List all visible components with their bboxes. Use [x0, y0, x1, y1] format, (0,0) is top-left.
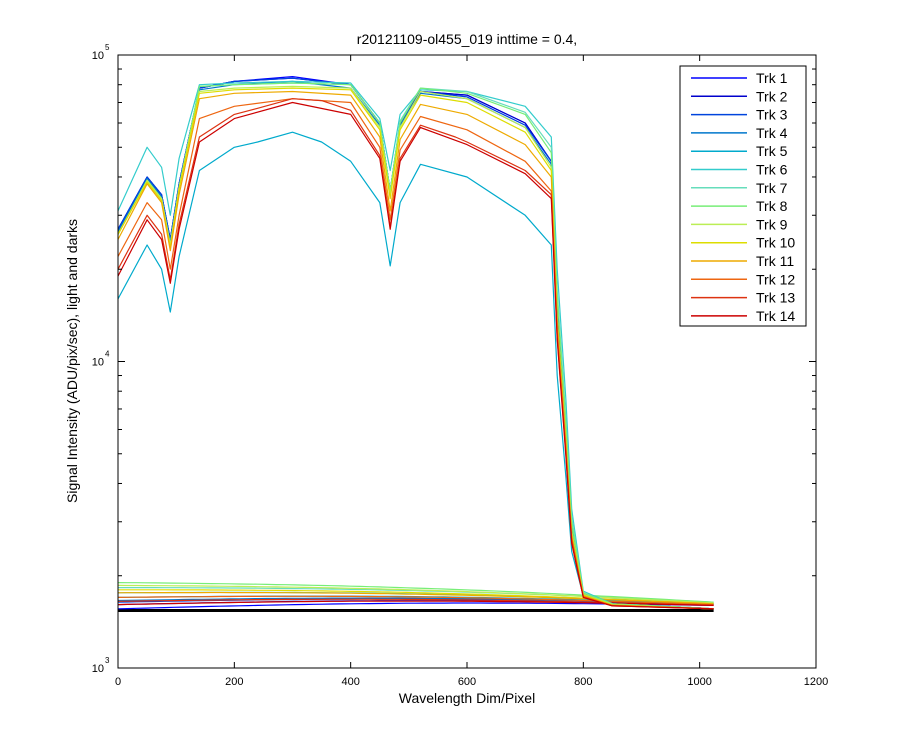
- legend-label-10: Trk 10: [756, 235, 795, 251]
- x-tick-label: 1200: [804, 676, 828, 688]
- legend-label-8: Trk 8: [756, 198, 788, 214]
- x-tick-label: 600: [458, 676, 476, 688]
- legend-label-14: Trk 14: [756, 308, 795, 324]
- x-tick-label: 400: [341, 676, 359, 688]
- y-axis-label: Signal Intensity (ADU/pix/sec), light an…: [64, 219, 80, 503]
- legend-label-2: Trk 2: [756, 88, 788, 104]
- y-tick-label-base: 10: [92, 663, 104, 675]
- x-tick-label: 1000: [687, 676, 711, 688]
- legend-label-6: Trk 6: [756, 162, 788, 178]
- legend-label-13: Trk 13: [756, 290, 795, 306]
- series-dark-line-8: [117, 582, 714, 603]
- chart-title: r20121109-ol455_019 inttime = 0.4,: [357, 31, 577, 47]
- legend-label-1: Trk 1: [756, 70, 788, 86]
- legend-label-9: Trk 9: [756, 216, 788, 232]
- y-tick-label-exponent: 4: [105, 350, 110, 359]
- series-dark-line-12: [117, 595, 714, 606]
- x-axis-label: Wavelength Dim/Pixel: [399, 690, 535, 706]
- series-line-6: [117, 80, 714, 610]
- series-layer: [117, 76, 714, 613]
- series-line-14: [117, 101, 714, 610]
- legend: Trk 1 Trk 2 Trk 3 Trk 4 Trk 5 Trk 6 Trk 7 Trk 8…: [679, 65, 807, 327]
- legend-label-4: Trk 4: [756, 125, 788, 141]
- series-dark-line-9: [117, 584, 714, 604]
- legend-label-12: Trk 12: [756, 271, 795, 287]
- series-dark-line-11: [117, 591, 714, 605]
- legend-label-5: Trk 5: [756, 143, 788, 159]
- series-line-5: [117, 131, 714, 610]
- y-tick-label-exponent: 3: [105, 656, 110, 665]
- legend-label-3: Trk 3: [756, 107, 788, 123]
- y-tick-label-exponent: 5: [105, 43, 110, 52]
- y-tick-label-base: 10: [92, 50, 104, 62]
- legend-label-7: Trk 7: [756, 180, 788, 196]
- legend-label-11: Trk 11: [756, 253, 794, 269]
- y-tick-label-base: 10: [92, 357, 104, 369]
- x-tick-label: 800: [574, 676, 592, 688]
- x-tick-label: 0: [115, 676, 121, 688]
- x-tick-label: 200: [225, 676, 243, 688]
- legend-box: [679, 65, 807, 327]
